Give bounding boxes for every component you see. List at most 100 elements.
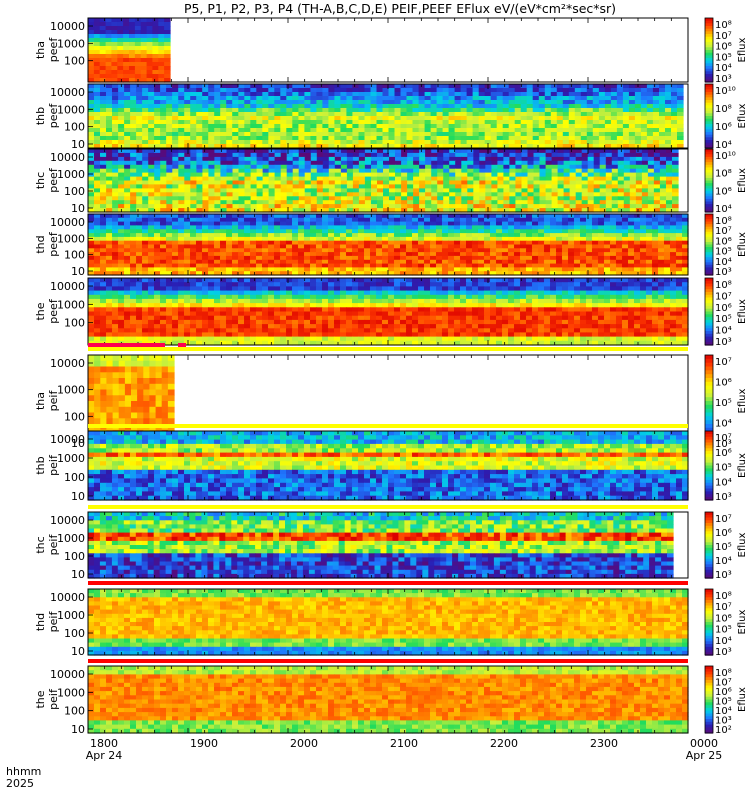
heat-cell [100, 140, 107, 145]
heat-cell [520, 236, 527, 242]
heat-cell [430, 225, 437, 230]
heat-cell [160, 128, 167, 133]
heat-cell [286, 96, 293, 101]
heat-cell [166, 244, 173, 249]
heat-cell [550, 229, 557, 234]
heat-cell [550, 255, 557, 261]
heat-cell [358, 128, 366, 133]
heat-cell [455, 180, 462, 185]
heat-cell [575, 164, 583, 170]
heat-cell [238, 184, 246, 189]
heat-cell [569, 196, 577, 201]
heat-cell [214, 192, 221, 197]
heat-cell [304, 200, 312, 205]
heat-cell [431, 149, 438, 154]
heat-cell [473, 176, 480, 182]
heat-cell [142, 184, 149, 189]
heat-cell [226, 108, 233, 113]
heat-cell [286, 208, 294, 213]
colorbar-tick-label: 10¹⁰ [715, 151, 736, 162]
heat-cell [557, 172, 565, 178]
heat-cell [208, 96, 215, 101]
heat-cell [226, 132, 233, 137]
heat-cell [226, 240, 233, 246]
heat-cell [593, 149, 601, 154]
colorbar-tick-label: 10⁵ [715, 52, 732, 63]
heat-cell [346, 144, 353, 149]
heat-cell [407, 188, 414, 193]
heat-cell [208, 180, 215, 185]
heat-cell [88, 78, 95, 83]
heat-cell [544, 233, 551, 238]
heat-cell [527, 160, 535, 166]
heat-cell [533, 196, 541, 201]
heat-cell [514, 120, 522, 125]
heat-cell [130, 252, 137, 257]
heat-cell [196, 128, 203, 133]
heat-cell [322, 176, 330, 182]
heat-cell [646, 221, 653, 226]
heat-cell [599, 164, 607, 170]
heat-cell [604, 255, 611, 261]
heat-cell [292, 196, 300, 201]
heat-cell [220, 208, 227, 213]
heat-cell [328, 200, 336, 205]
heat-cell [142, 128, 149, 133]
heat-cell [334, 214, 341, 219]
heat-cell [634, 132, 642, 137]
heat-cell [574, 84, 582, 89]
heat-cell [244, 88, 251, 93]
heat-cell [580, 225, 587, 230]
heat-cell [364, 244, 371, 249]
heat-cell [274, 233, 281, 238]
heat-cell [514, 128, 522, 133]
heat-cell [672, 208, 679, 213]
heat-cell [184, 200, 191, 205]
heat-cell [274, 217, 281, 223]
heat-cell [527, 188, 535, 193]
heat-cell [407, 208, 414, 213]
heat-cell [460, 144, 468, 149]
heat-cell [148, 88, 155, 93]
heat-cell [88, 50, 95, 55]
heat-cell [412, 240, 419, 246]
heat-cell [538, 88, 546, 93]
heat-cell [117, 34, 124, 39]
heat-cell [629, 156, 637, 162]
heat-cell [118, 188, 125, 193]
heat-cell [117, 78, 124, 83]
heat-cell [395, 156, 402, 162]
heat-cell [328, 112, 335, 117]
heat-cell [370, 112, 378, 117]
heat-cell [340, 188, 348, 193]
heat-cell [521, 164, 529, 170]
heat-cell [256, 152, 264, 158]
heat-cell [629, 176, 637, 182]
heat-cell [563, 156, 571, 162]
heat-cell [160, 176, 167, 182]
heat-cell [256, 244, 263, 249]
heat-cell [610, 244, 617, 249]
heat-cell [460, 92, 468, 97]
heat-cell [484, 132, 492, 137]
heat-cell [574, 144, 582, 149]
heat-cell [682, 236, 689, 242]
heat-cell [340, 214, 347, 219]
heat-cell [622, 244, 629, 249]
heat-cell [268, 208, 276, 213]
heat-cell [659, 88, 666, 93]
heat-cell [376, 252, 383, 257]
heat-cell [152, 18, 159, 23]
heat-cell [376, 217, 383, 223]
heat-cell [316, 233, 323, 238]
heat-cell [413, 168, 420, 174]
heat-cell [436, 128, 444, 133]
heat-cell [515, 200, 522, 205]
heat-cell [491, 192, 498, 197]
heat-cell [166, 120, 173, 125]
heat-cell [136, 225, 143, 230]
heat-cell [515, 192, 522, 197]
heat-cell [118, 259, 125, 265]
heat-cell [123, 22, 130, 27]
heat-cell [418, 229, 425, 234]
